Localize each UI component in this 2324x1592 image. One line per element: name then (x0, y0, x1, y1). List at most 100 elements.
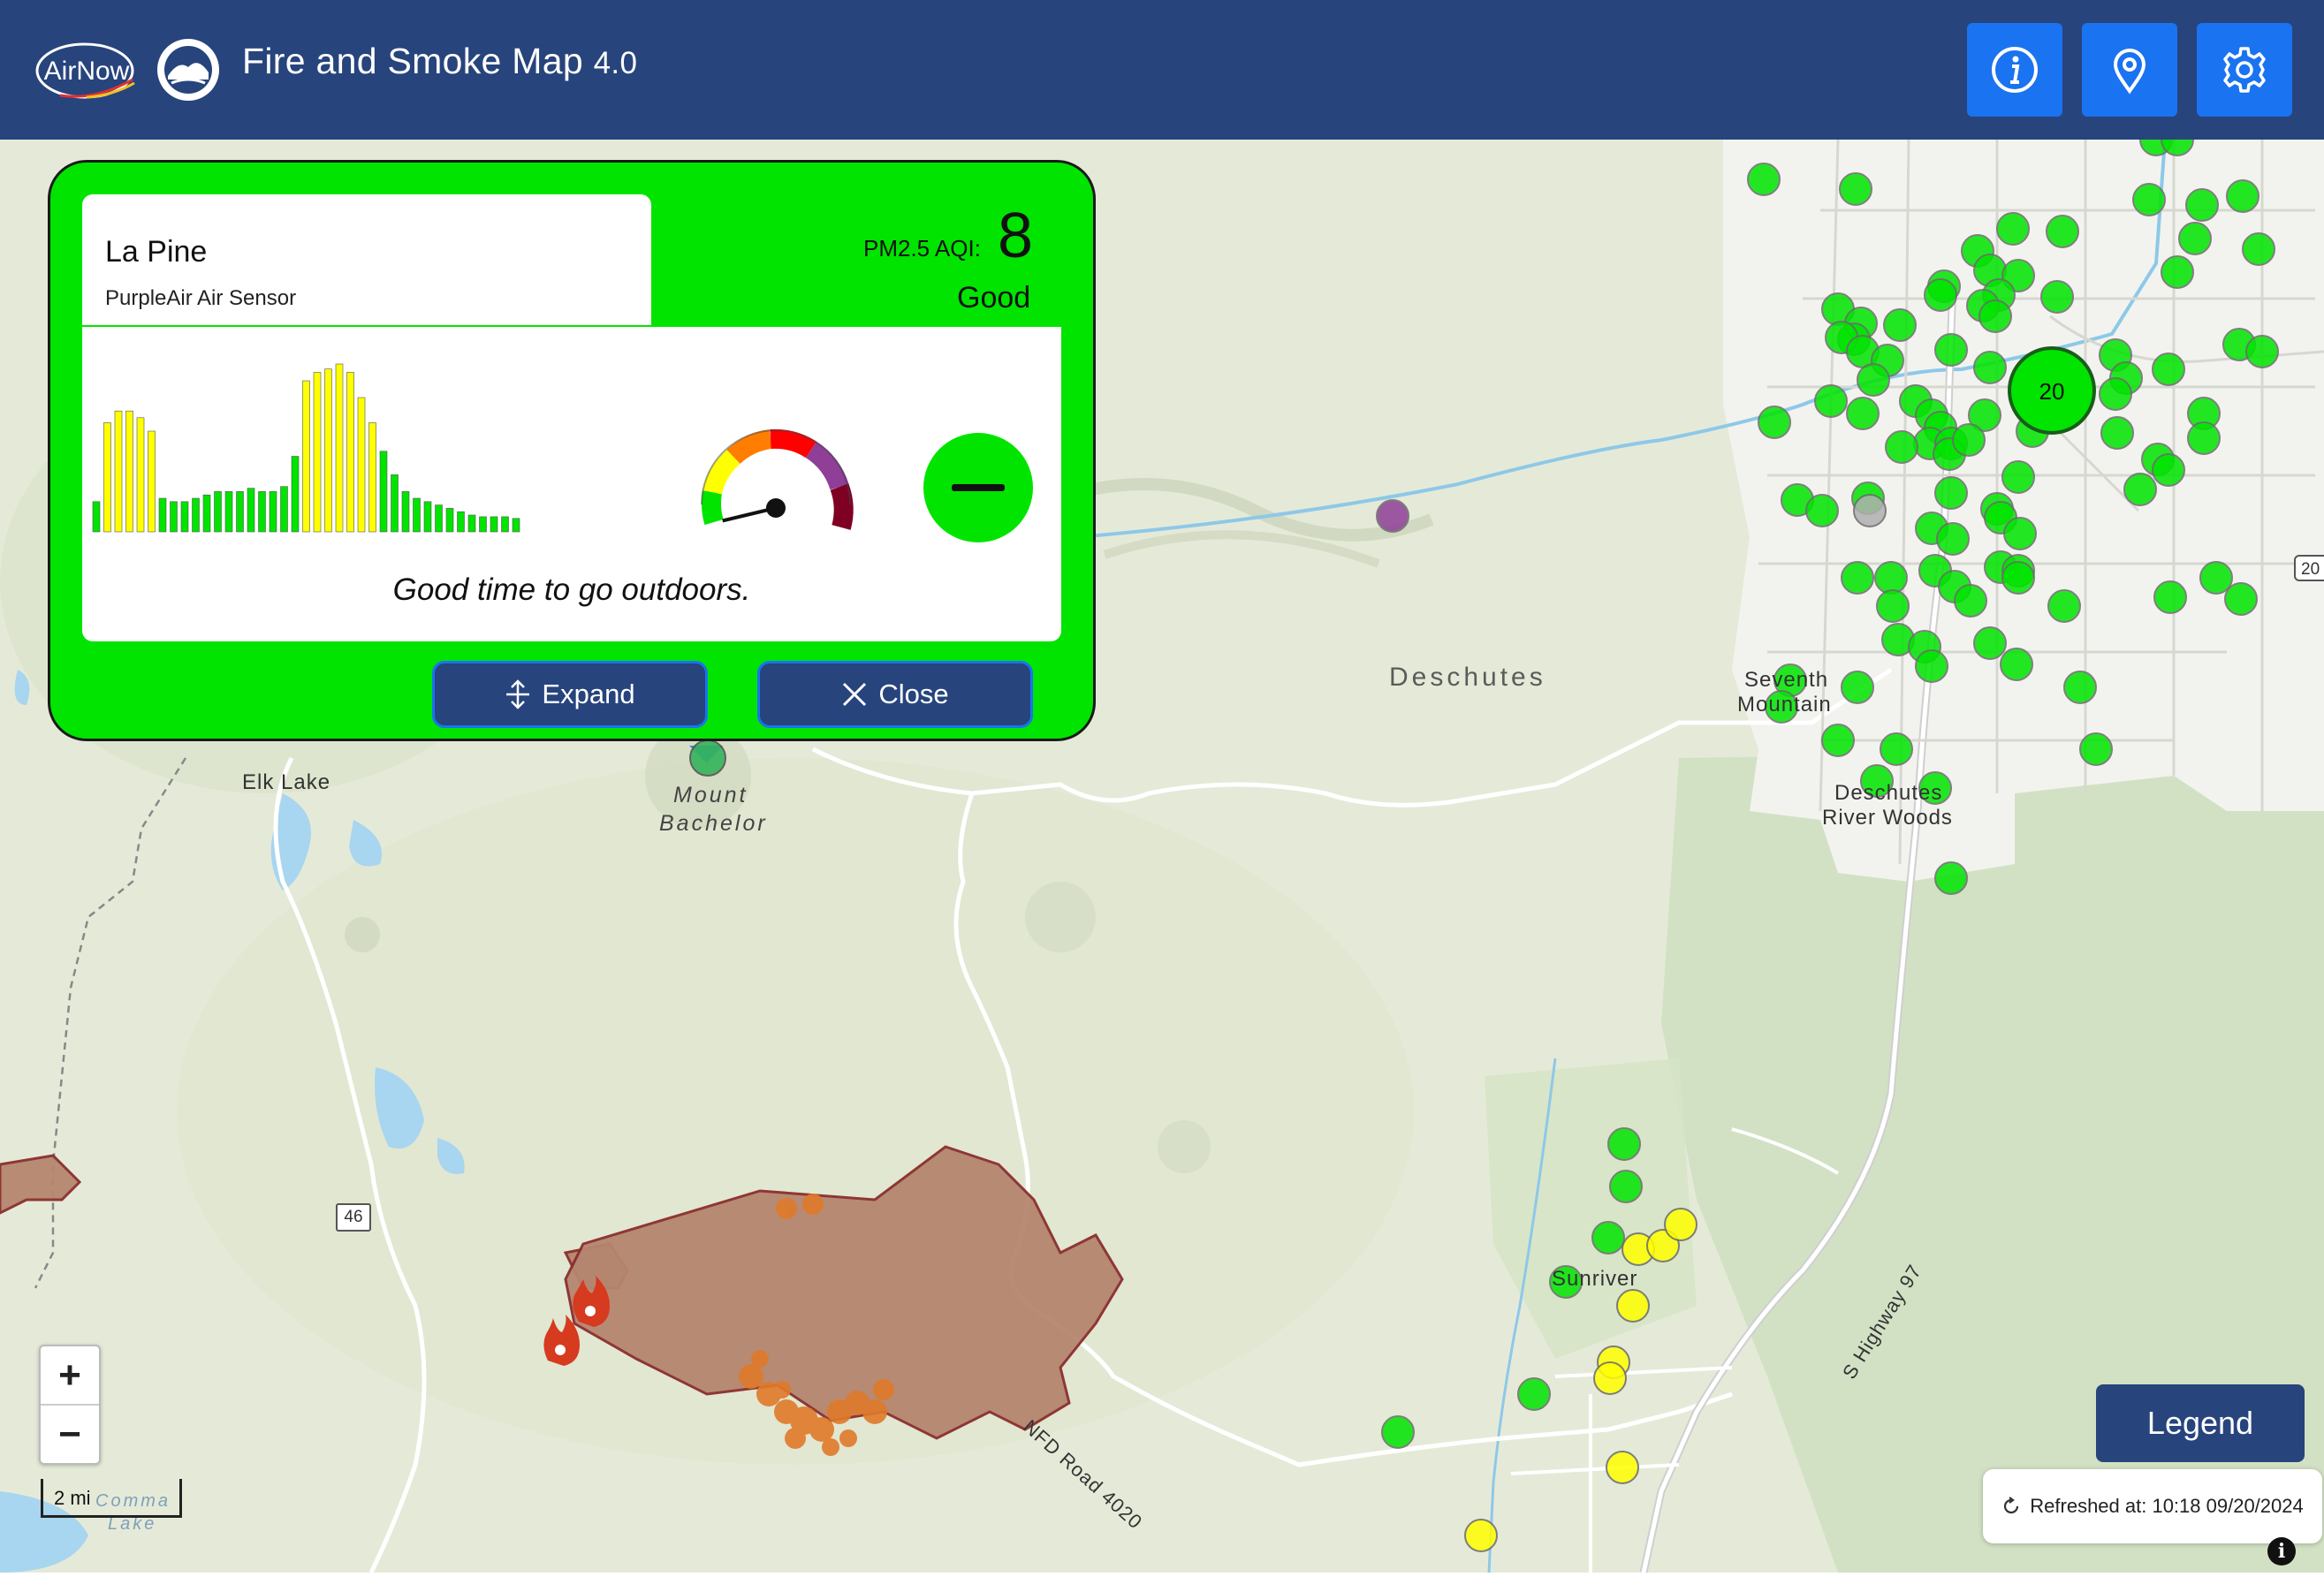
sensor-dot[interactable] (1934, 476, 1968, 510)
zoom-out-button[interactable]: − (58, 1412, 81, 1456)
sensor-dot[interactable] (1549, 1265, 1583, 1299)
sensor-dot[interactable] (2003, 517, 2037, 550)
history-bar[interactable] (324, 368, 332, 533)
sensor-dots[interactable] (1376, 140, 2279, 1552)
sensor-dot[interactable] (1954, 584, 1987, 618)
sensor-dot[interactable] (2178, 222, 2212, 255)
sensor-dot[interactable] (1841, 671, 1874, 704)
sensor-dot[interactable] (1936, 522, 1970, 556)
close-button[interactable]: Close (757, 661, 1033, 728)
history-bar[interactable] (445, 508, 454, 533)
sensor-dot[interactable] (2185, 188, 2219, 222)
sensor-dot[interactable] (1747, 163, 1781, 196)
history-bar[interactable] (512, 518, 520, 533)
refresh-status[interactable]: Refreshed at: 10:18 09/20/2024 (1983, 1469, 2322, 1543)
history-bar[interactable] (125, 410, 133, 533)
sensor-dot[interactable] (1464, 1519, 1498, 1552)
history-bar[interactable] (391, 474, 399, 533)
sensor-dot[interactable] (2161, 140, 2194, 156)
history-bar[interactable] (291, 456, 300, 533)
sensor-dot[interactable] (1593, 1361, 1627, 1395)
sensor-dot[interactable] (1885, 430, 1918, 464)
sensor-dot[interactable] (1765, 690, 1798, 724)
sensor-dot[interactable] (1606, 1451, 1639, 1484)
sensor-dot[interactable] (1924, 278, 1957, 312)
history-bar[interactable] (192, 497, 200, 533)
sensor-dot[interactable] (2152, 353, 2185, 386)
history-bar[interactable] (247, 488, 255, 533)
sensor-dot[interactable] (1607, 1127, 1641, 1161)
history-bar[interactable] (413, 497, 421, 533)
sensor-dot[interactable] (1616, 1289, 1650, 1323)
sensor-dot[interactable] (1821, 724, 1855, 757)
history-bar[interactable] (379, 451, 388, 533)
sensor-dot[interactable] (1973, 351, 2007, 384)
history-bar[interactable] (202, 494, 211, 533)
history-bar[interactable] (313, 372, 322, 533)
sensor-dot[interactable] (2046, 215, 2079, 248)
sensor-dot[interactable] (1805, 494, 1839, 527)
history-bar[interactable] (357, 397, 366, 533)
info-button[interactable] (1967, 23, 2062, 117)
history-bar[interactable] (114, 410, 123, 533)
attribution-info-icon[interactable]: i (2267, 1537, 2296, 1565)
history-bar[interactable] (479, 516, 487, 533)
sensor-dot[interactable] (2132, 183, 2166, 216)
sensor-dot[interactable] (1952, 423, 1986, 457)
history-bar[interactable] (258, 491, 266, 533)
sensor-dot[interactable] (2226, 179, 2259, 213)
sensor-dot[interactable] (2047, 589, 2081, 623)
history-bar[interactable] (346, 372, 354, 533)
sensor-dot[interactable] (1846, 397, 1880, 430)
sensor-dot[interactable] (2079, 732, 2113, 766)
sensor-dot[interactable] (1973, 626, 2007, 660)
history-bar[interactable] (501, 516, 509, 533)
history-bar[interactable] (224, 491, 233, 533)
history-bar[interactable] (158, 497, 167, 533)
sensor-dot[interactable] (2161, 255, 2194, 289)
location-button[interactable] (2082, 23, 2177, 117)
history-bar[interactable] (92, 501, 101, 533)
sensor-dot[interactable] (2001, 561, 2035, 595)
sensor-dot[interactable] (1934, 861, 1968, 895)
sensor-dot[interactable] (2199, 561, 2233, 595)
legend-button[interactable]: Legend (2096, 1384, 2305, 1462)
history-bar[interactable] (103, 422, 111, 533)
sensor-dot[interactable] (1883, 308, 1917, 342)
history-bar[interactable] (148, 430, 156, 533)
history-bar[interactable] (280, 486, 288, 533)
sensor-dot[interactable] (1996, 212, 2030, 246)
sensor-dot[interactable] (1664, 1208, 1697, 1241)
expand-button[interactable]: Expand (432, 661, 708, 728)
sensor-dot[interactable] (1517, 1377, 1551, 1411)
sensor-dot[interactable] (2001, 460, 2035, 494)
sensor-dot[interactable] (2242, 232, 2275, 266)
sensor-dot[interactable] (1968, 398, 2001, 432)
sensor-dot[interactable] (2187, 421, 2221, 455)
sensor-dot[interactable] (2040, 280, 2074, 314)
settings-button[interactable] (2197, 23, 2292, 117)
sensor-dot[interactable] (1876, 589, 1910, 623)
history-bar-chart[interactable] (92, 363, 520, 533)
sensor-dot[interactable] (1857, 363, 1890, 397)
sensor-dot[interactable] (2000, 648, 2033, 681)
sensor-dot[interactable] (1376, 499, 1409, 533)
history-bar[interactable] (180, 501, 189, 533)
cluster-count[interactable]: 20 (2039, 378, 2065, 405)
sensor-dot[interactable] (2245, 335, 2279, 368)
sensor-dot[interactable] (2063, 671, 2097, 704)
sensor-dot[interactable] (1915, 649, 1948, 683)
fire-icon[interactable] (573, 1276, 610, 1327)
history-bar[interactable] (490, 516, 498, 533)
sensor-dot[interactable] (1814, 384, 1848, 418)
history-bar[interactable] (457, 511, 465, 533)
history-bar[interactable] (335, 363, 344, 533)
sensor-dot[interactable] (2224, 582, 2258, 616)
sensor-dot[interactable] (1758, 406, 1791, 439)
sensor-dot[interactable] (1918, 771, 1952, 805)
zoom-in-button[interactable]: + (41, 1346, 99, 1406)
sensor-dot[interactable] (1874, 561, 1908, 595)
history-bar[interactable] (467, 514, 476, 533)
sensor-dot[interactable] (1978, 299, 2012, 333)
sensor-dot[interactable] (2123, 473, 2157, 506)
